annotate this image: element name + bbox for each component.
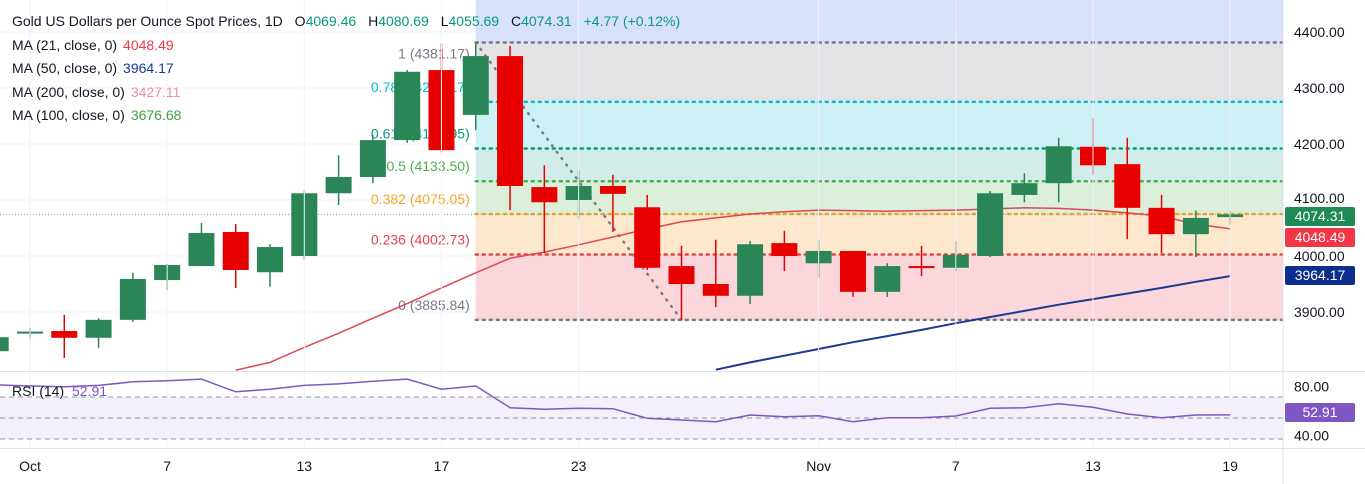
candle-body — [839, 250, 866, 292]
candle-body — [85, 319, 112, 338]
candle-body — [51, 331, 78, 338]
candle-body — [1011, 183, 1038, 195]
candle-body — [771, 243, 798, 256]
price-pane: 1 (4381.17) 0.786 (4275.17) 0.618 (4191.95… — [0, 0, 1283, 371]
candle-body — [325, 177, 352, 194]
fib-band-top — [475, 0, 1283, 43]
fib-label-0.382: 0.382 (4075.05) — [371, 191, 470, 207]
ma50-price-badge: 3964.17 — [1285, 266, 1355, 285]
time-tick-label: 13 — [297, 458, 313, 474]
fib-band-0.382 — [475, 213, 1283, 255]
candle-body — [394, 71, 421, 141]
fib-label-1: 1 (4381.17) — [398, 46, 470, 62]
last-price-badge: 4074.31 — [1285, 207, 1355, 226]
time-tick-label: Nov — [806, 458, 831, 474]
candle-body — [257, 247, 284, 273]
candle-body — [359, 140, 386, 178]
candle-body — [222, 231, 249, 270]
price-tick-label: 4200.00 — [1294, 136, 1345, 152]
candle-body — [119, 278, 146, 320]
fib-label-0: 0 (3885.84) — [398, 297, 470, 313]
candle-body — [531, 187, 558, 203]
candle-body — [599, 186, 626, 194]
time-tick-label: 19 — [1222, 458, 1238, 474]
time-tick-label: 7 — [163, 458, 171, 474]
rsi-tick-label: 80.00 — [1294, 379, 1329, 395]
price-tick-label: 4000.00 — [1294, 248, 1345, 264]
candle-body — [668, 266, 695, 284]
ma21-price-badge: 4048.49 — [1285, 228, 1355, 247]
fib-band-1 — [475, 42, 1283, 102]
price-tick-label: 3900.00 — [1294, 304, 1345, 320]
candle-body — [977, 193, 1004, 256]
ma50-line — [715, 275, 1231, 371]
candle-body — [737, 244, 764, 296]
price-tick-label: 4300.00 — [1294, 80, 1345, 96]
candle-body — [874, 266, 901, 292]
price-tick-label: 4100.00 — [1294, 190, 1345, 206]
candle-body — [908, 266, 935, 269]
rsi-value-badge: 52.91 — [1285, 403, 1355, 422]
time-tick-label: Oct — [19, 458, 41, 474]
rsi-legend[interactable]: RSI (14) 52.91 — [12, 383, 107, 399]
candle-body — [497, 56, 524, 186]
candle-body — [462, 56, 489, 115]
fib-label-0.786: 0.786 (4275.17) — [371, 79, 470, 95]
rsi-label: RSI (14) — [12, 383, 65, 399]
fib-label-0.5: 0.5 (4133.50) — [386, 158, 469, 174]
time-tick-label: 13 — [1085, 458, 1101, 474]
candle-body — [0, 337, 9, 352]
candle-body — [1045, 146, 1072, 184]
candle-body — [1114, 164, 1141, 208]
rsi-line — [0, 378, 1231, 423]
candle-body — [702, 284, 729, 296]
fib-label-0.618: 0.618 (4191.95) — [371, 126, 470, 142]
fib-band-0.618 — [475, 148, 1283, 182]
fib-band-0.786 — [475, 101, 1283, 149]
time-tick-label: 23 — [571, 458, 587, 474]
candle-body — [188, 233, 215, 267]
candle-body — [634, 207, 661, 268]
time-tick-label: 17 — [434, 458, 450, 474]
candle-body — [1148, 207, 1175, 235]
candle-body — [1182, 217, 1209, 235]
price-tick-label: 4400.00 — [1294, 24, 1345, 40]
rsi-tick-label: 40.00 — [1294, 428, 1329, 444]
time-tick-label: 7 — [952, 458, 960, 474]
rsi-value: 52.91 — [72, 383, 108, 399]
ma21-line — [235, 207, 1231, 371]
fib-label-0.236: 0.236 (4002.73) — [371, 231, 470, 247]
